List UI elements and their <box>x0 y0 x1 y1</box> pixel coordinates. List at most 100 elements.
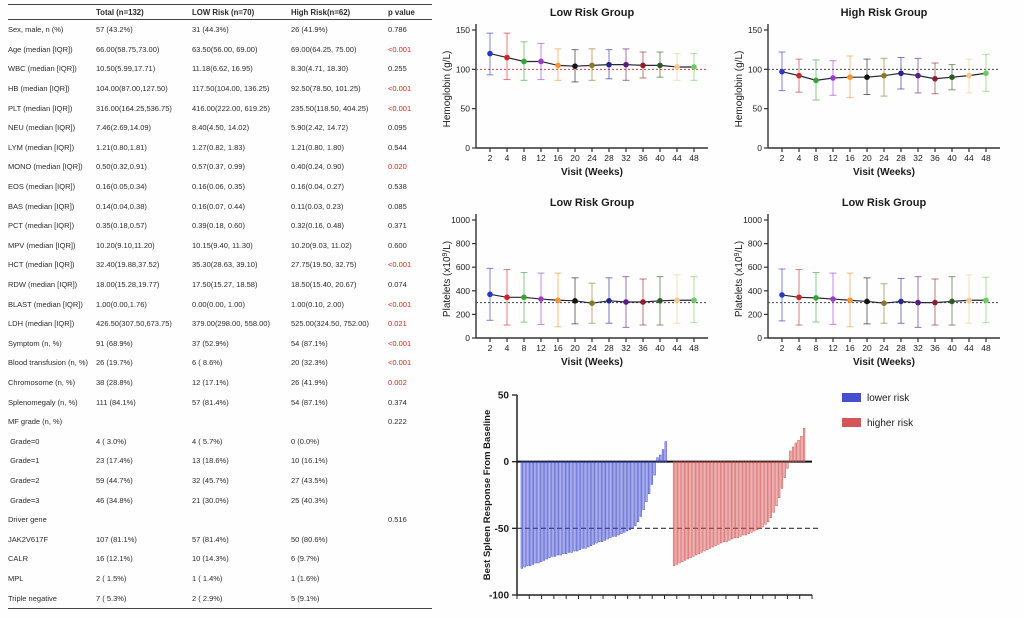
table-cell-low: 37 (52.9%) <box>192 338 229 348</box>
bar <box>736 461 739 538</box>
bar <box>603 461 606 541</box>
table-cell-p: 0.020 <box>388 162 407 172</box>
table-cell-high: 27 (43.5%) <box>291 475 328 485</box>
table-cell-p: 0.095 <box>388 123 407 133</box>
bar <box>750 461 753 533</box>
table-cell-label: HCT (median [IQR]) <box>8 260 75 270</box>
bar <box>692 461 695 557</box>
bar <box>778 461 781 498</box>
bar <box>614 461 618 537</box>
table-cell-p: <0.001 <box>388 358 412 368</box>
bar <box>650 461 654 485</box>
bar <box>755 461 759 530</box>
y-tick-label: 150 <box>748 25 762 35</box>
x-tick-label: 40 <box>947 153 957 163</box>
y-axis-label: Hemoglobin (g/L) <box>734 51 745 128</box>
table-cell-p: 0.544 <box>388 142 407 152</box>
data-point <box>915 72 921 79</box>
bar <box>634 461 637 526</box>
bar <box>697 461 701 554</box>
x-tick-label: 48 <box>981 153 991 163</box>
data-point <box>538 58 544 65</box>
x-tick-label: 20 <box>862 153 872 163</box>
table-row: Triple negative 7 ( 5.3%) 2 ( 2.9%) 5 (9.1%… <box>8 588 432 609</box>
legend-swatch <box>842 418 861 427</box>
chart-platelets-low-risk-2: Low Risk Group 0 200 400 600 800 1000 2 4 8 12 16 20… <box>732 190 1024 380</box>
bar <box>529 461 532 566</box>
table-cell-p: <0.001 <box>388 338 412 348</box>
data-point <box>966 72 972 79</box>
table-row: EOS (median [IQR]) 0.16(0.05,0.34) 0.16(0.… <box>8 177 432 197</box>
bar <box>672 461 676 566</box>
table-cell-label: LYM (median [IQR]) <box>8 142 75 152</box>
table-header: High Risk(n=62) <box>291 4 388 20</box>
y-tick-label: 800 <box>456 239 470 249</box>
bar <box>645 461 648 502</box>
table-cell-high: 25 (40.3%) <box>291 495 328 505</box>
table-cell-p: 0.085 <box>388 201 407 211</box>
table-cell-total: 1.00(0.00,1.76) <box>96 299 147 309</box>
bar-series-lower-risk <box>520 441 667 569</box>
y-axis-label: Hemoglobin (g/L) <box>442 51 453 128</box>
table-header <box>8 4 96 20</box>
bar <box>542 461 546 561</box>
data-point <box>623 61 629 68</box>
bar <box>717 461 720 545</box>
table-cell-total: 59 (44.7%) <box>96 475 133 485</box>
table-cell-high: 1 (1.6%) <box>291 573 320 583</box>
table-cell-low: 2 ( 2.9%) <box>192 588 291 609</box>
table-row: CALR 16 (12.1%) 10 (14.3%) 6 (9.7%) <box>8 549 432 569</box>
x-tick-label: 32 <box>913 343 923 353</box>
x-axis-label: Visit (Weeks) <box>561 357 623 368</box>
data-point <box>640 62 646 69</box>
bar <box>612 461 615 537</box>
table-row: Driver gene 0.516 <box>8 510 432 530</box>
table-cell-total: 91 (68.9%) <box>96 338 133 348</box>
data-point <box>898 298 904 305</box>
bar <box>589 461 593 546</box>
bar <box>595 461 598 544</box>
table-cell-label: Symptom (n, %) <box>8 338 62 348</box>
data-point <box>606 298 612 304</box>
table-cell-high: 525.00(324.50, 752.00) <box>291 319 369 329</box>
table-cell-p <box>388 569 432 589</box>
bar <box>714 461 717 546</box>
y-tick-label: 0 <box>465 333 470 343</box>
table-row: NEU (median [IQR]) 7.46(2.69,14.09) 8.40(4… <box>8 118 432 138</box>
y-tick-label: -100 <box>489 591 509 602</box>
y-tick-label: 1000 <box>451 215 470 225</box>
table-cell-high: 27.75(19.50, 32.75) <box>291 260 357 270</box>
x-tick-label: 24 <box>879 343 889 353</box>
bar <box>620 461 623 534</box>
y-tick-label: 0 <box>757 143 762 153</box>
chart-svg: 50 0 -50 -100 Best Spleen Response From Base… <box>482 391 914 602</box>
table: Total (n=132) LOW Risk (n=70) High Risk(n=… <box>8 4 432 609</box>
x-tick-label: 12 <box>828 153 838 163</box>
table-cell-label: RDW (median [IQR]) <box>8 280 78 290</box>
table-cell-label: PCT (median [IQR]) <box>8 221 75 231</box>
x-tick-label: 40 <box>655 153 665 163</box>
bar <box>587 461 590 548</box>
bar <box>684 461 687 561</box>
table-cell-high: 235.50(118.50, 404.25) <box>291 103 369 113</box>
bar <box>733 461 737 538</box>
table-row: MPL 2 ( 1.5%) 1 ( 1.4%) 1 (1.6%) <box>8 569 432 589</box>
table-cell-low: 1.27(0.82, 1.83) <box>192 142 245 152</box>
table-cell-label: Grade=3 <box>8 495 40 505</box>
bar <box>562 461 565 554</box>
data-point <box>830 296 836 302</box>
bar <box>648 461 651 494</box>
x-tick-label: 4 <box>797 343 802 353</box>
chart-title: Low Risk Group <box>842 197 927 209</box>
x-tick-label: 4 <box>797 153 802 163</box>
data-point <box>932 299 938 306</box>
chart-title: Low Risk Group <box>550 197 635 209</box>
x-tick-label: 24 <box>587 153 597 163</box>
table-cell-label: LDH (median [IQR]) <box>8 319 75 329</box>
bar <box>747 461 750 534</box>
data-point <box>830 75 836 81</box>
bar <box>617 461 620 536</box>
bar <box>695 461 698 556</box>
